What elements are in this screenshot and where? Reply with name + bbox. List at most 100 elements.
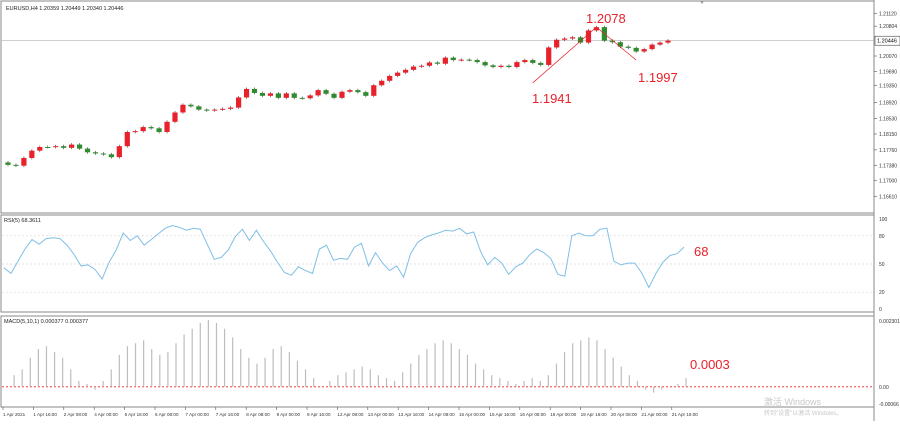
price-tick-label: 1.16610 <box>879 195 897 201</box>
rsi-line <box>3 224 685 289</box>
candle-bull <box>514 62 520 67</box>
price-tick-label: 1.19690 <box>879 69 897 75</box>
rsi-tick-label: 20 <box>879 290 885 296</box>
price-tick-label: 1.17760 <box>879 148 897 154</box>
macd-tick-label: -0.00066 <box>879 402 899 408</box>
candle-bull <box>402 69 409 73</box>
candle-bull <box>116 146 122 158</box>
candle-bear <box>633 47 639 52</box>
time-tick-label: 21 Apr 00:00 <box>641 412 667 417</box>
rsi-tick-label: 100 <box>879 217 888 223</box>
price-tick-label: 1.18920 <box>879 101 897 107</box>
candle-bear <box>450 57 456 61</box>
candle-bull <box>37 147 43 151</box>
time-tick-label: 1 Apr 2021 <box>3 412 26 417</box>
rsi-series <box>2 224 874 293</box>
price-tick-label: 1.21120 <box>879 11 897 17</box>
pullback-price-annotation: 1.1997 <box>638 70 678 85</box>
rsi-value-annotation: 68 <box>694 244 708 259</box>
rsi-tick-label: 0 <box>879 307 882 313</box>
time-tick-label: 14 Apr 08:00 <box>429 412 455 417</box>
time-tick-label: 6 Apr 08:00 <box>155 412 179 417</box>
time-tick-label: 8 Apr 08:00 <box>246 412 270 417</box>
candle-bear <box>188 104 194 107</box>
time-tick-label: 7 Apr 00:00 <box>185 412 209 417</box>
candle-bull <box>315 90 321 96</box>
candle-bear <box>13 164 19 166</box>
candle-bull <box>339 91 345 98</box>
candle-bull <box>569 37 576 39</box>
candle-bull <box>562 38 568 40</box>
time-tick-label: 7 Apr 16:00 <box>216 412 240 417</box>
candle-bull <box>220 108 226 110</box>
macd-value-annotation: 0.0003 <box>690 357 730 372</box>
time-axis: 1 Apr 2021 1 Apr 16:00 2 Apr 08:00 4 Apr 00… <box>2 407 698 417</box>
candle-bear <box>291 93 297 98</box>
candle-bear <box>275 93 281 98</box>
candle-bull <box>267 93 274 96</box>
candle-bear <box>506 65 512 67</box>
low-price-annotation: 1.1941 <box>532 91 572 106</box>
candle-bull <box>657 42 663 45</box>
candle-bull <box>641 49 647 52</box>
candle-bear <box>84 148 91 153</box>
time-tick-label: 20 Apr 08:00 <box>611 412 637 417</box>
candle-bear <box>196 106 202 110</box>
price-tick-label: 1.18150 <box>879 132 897 138</box>
zigzag-segment <box>532 26 597 84</box>
candle-bull <box>522 60 528 63</box>
time-tick-label: 15 Apr 16:00 <box>489 412 515 417</box>
candle-bear <box>148 127 154 129</box>
candle-bull <box>347 90 353 92</box>
candle-bear <box>530 60 536 63</box>
macd-tick-label: 0.002301 <box>879 319 900 325</box>
price-axis: 1.21120 1.20804 1.20070 1.19690 1.19350 1.189… <box>874 11 897 201</box>
time-tick-label: 9 Apr 00:00 <box>277 412 301 417</box>
candle-bear <box>156 128 162 132</box>
candle-bear <box>617 42 623 47</box>
candle-bull <box>498 65 504 67</box>
price-tick-label: 1.19350 <box>879 83 897 89</box>
rsi-tick-label: 50 <box>879 262 885 268</box>
macd-histogram <box>2 320 874 393</box>
candle-bull <box>132 131 138 133</box>
time-tick-label: 15 Apr 00:00 <box>459 412 485 417</box>
candle-bull <box>283 93 289 98</box>
candle-bull <box>426 62 433 66</box>
candle-bear <box>204 109 210 111</box>
candle-bear <box>538 62 544 65</box>
price-tick-label: 1.18530 <box>879 117 897 123</box>
activation-watermark-title: 激活 Windows <box>764 396 822 407</box>
candle-bull <box>140 127 146 132</box>
candle-bear <box>363 92 369 96</box>
candle-bull <box>546 47 552 65</box>
price-tick-label: 1.17000 <box>879 179 897 185</box>
candle-bull <box>665 40 671 43</box>
candle-bull <box>53 146 59 148</box>
candle-bear <box>355 90 361 93</box>
candle-bull <box>124 131 130 147</box>
candle-bull <box>69 144 75 148</box>
zigzag-lines <box>532 26 637 84</box>
candle-bull <box>212 109 218 111</box>
candle-bull <box>29 150 35 158</box>
candle-bull <box>554 39 560 48</box>
time-tick-label: 2 Apr 08:00 <box>64 412 88 417</box>
candle-bull <box>21 157 27 166</box>
chart-shift-marker[interactable] <box>700 1 704 4</box>
time-tick-label: 5 Apr 16:00 <box>125 412 149 417</box>
candle-bull <box>442 57 448 64</box>
candle-bear <box>482 62 488 66</box>
macd-panel-frame <box>0 315 875 408</box>
candle-bear <box>299 97 305 99</box>
candle-bull <box>236 97 242 108</box>
candle-bear <box>323 90 329 94</box>
time-tick-label: 21 Apr 16:00 <box>672 412 698 417</box>
candle-bear <box>108 154 114 158</box>
candle-bull <box>395 72 401 76</box>
price-tick-label: 1.17380 <box>879 163 897 169</box>
candle-bear <box>5 162 11 165</box>
rsi-axis: 100 80 50 20 0 <box>879 217 888 313</box>
